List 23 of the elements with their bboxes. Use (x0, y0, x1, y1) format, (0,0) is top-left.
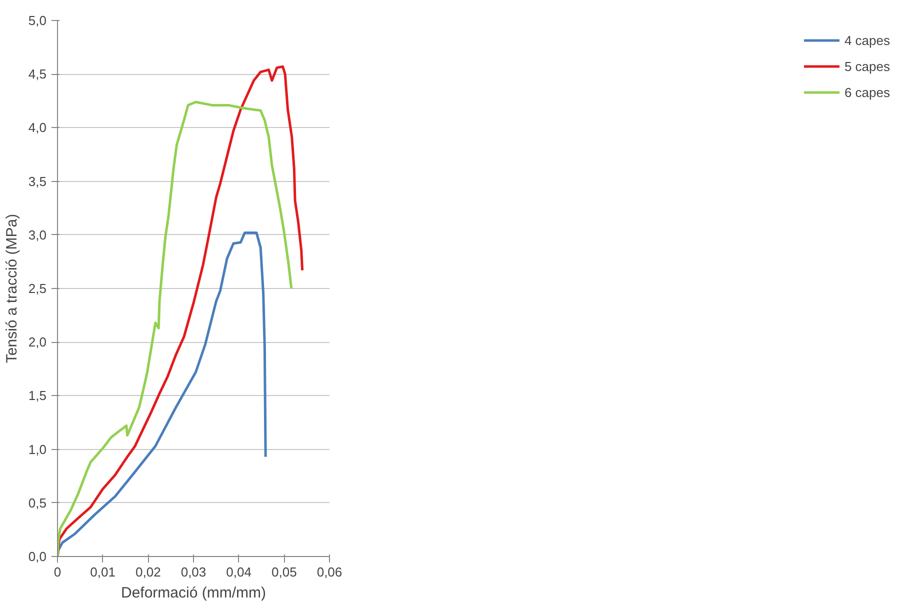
x-tick-label: 0,05 (272, 564, 297, 580)
x-tick-label: 0 (54, 564, 62, 580)
y-tick-label: 0,0 (28, 549, 47, 564)
x-tick-label: 0,01 (90, 564, 116, 580)
x-tick-label: 0,04 (226, 564, 252, 580)
y-tick-label: 4,5 (28, 66, 47, 82)
y-tick-label: 5,0 (28, 13, 47, 28)
y-tick-label: 3,0 (28, 227, 47, 242)
y-tick-label: 1,0 (28, 442, 47, 457)
legend-label: 4 capes (844, 32, 890, 48)
y-tick-label: 2,5 (28, 281, 47, 296)
legend-label: 5 capes (844, 58, 890, 74)
x-axis-title: Deformació (mm/mm) (121, 584, 266, 602)
y-axis-title: Tensió a tracció (MPa) (3, 214, 20, 364)
x-tick-label: 0,06 (316, 564, 342, 580)
y-tick-label: 2,0 (28, 334, 47, 350)
y-tick-label: 3,5 (28, 174, 47, 189)
x-tick-label: 0,02 (136, 564, 161, 580)
y-tick-label: 0,5 (28, 495, 47, 510)
legend-label: 6 capes (844, 84, 890, 100)
x-tick-label: 0,03 (180, 564, 206, 580)
y-tick-label: 1,5 (28, 388, 47, 404)
y-tick-label: 4,0 (28, 120, 47, 136)
